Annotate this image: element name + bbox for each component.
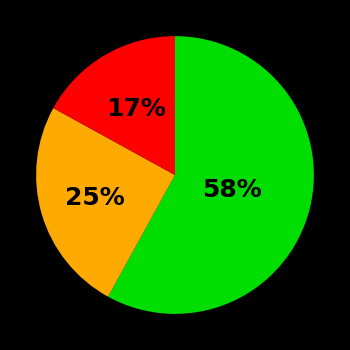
Wedge shape <box>108 36 314 314</box>
Wedge shape <box>53 36 175 175</box>
Text: 25%: 25% <box>65 186 125 210</box>
Text: 58%: 58% <box>202 177 261 202</box>
Wedge shape <box>36 108 175 297</box>
Text: 17%: 17% <box>106 97 166 121</box>
